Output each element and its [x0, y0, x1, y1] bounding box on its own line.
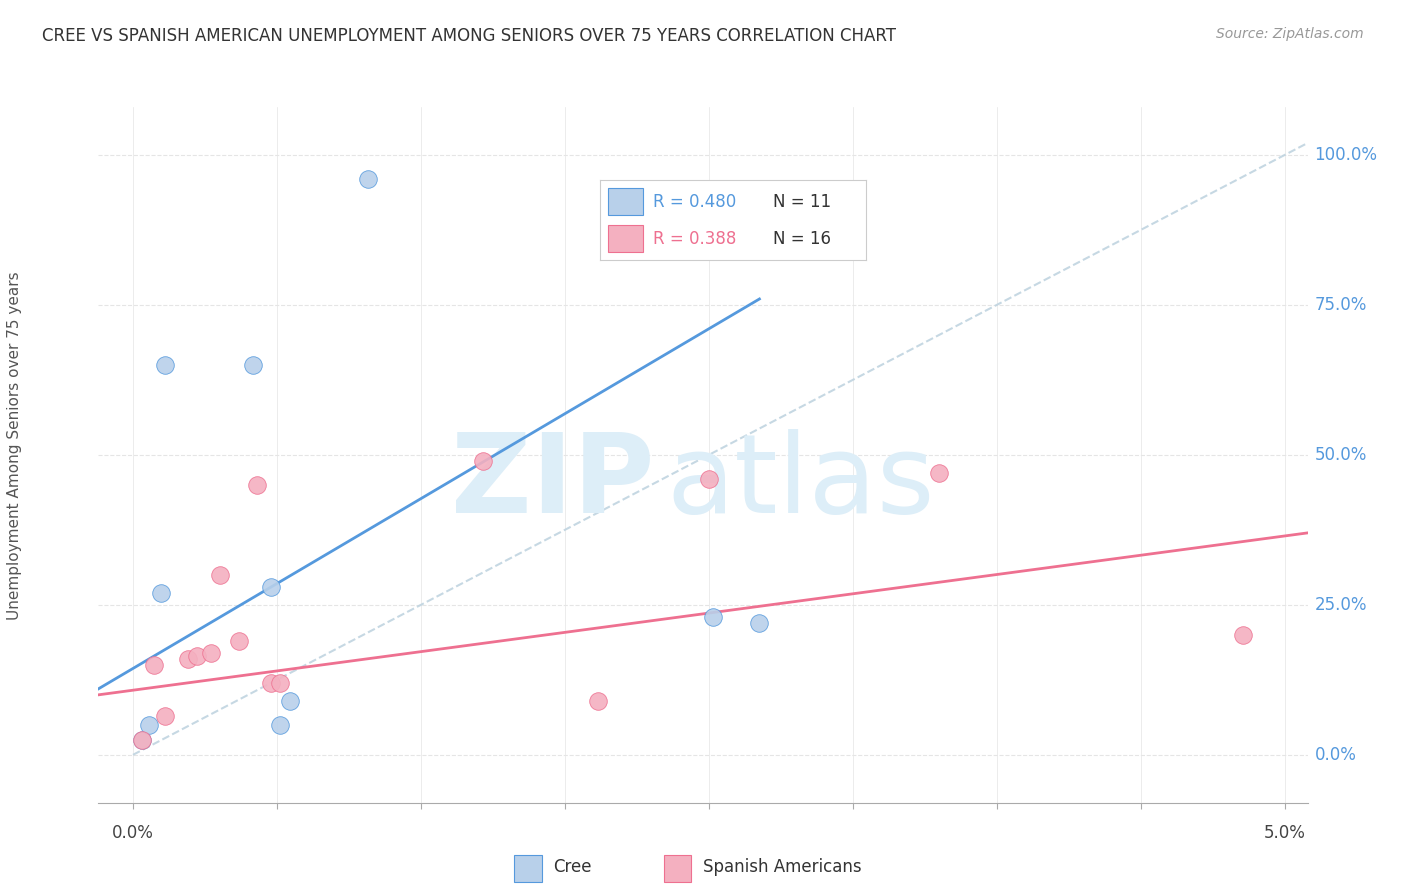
Point	[357, 172, 380, 186]
Point	[228, 633, 250, 648]
Point	[269, 676, 291, 690]
Point	[748, 615, 770, 630]
Point	[142, 657, 165, 672]
Point	[138, 718, 160, 732]
Point	[155, 358, 177, 372]
Bar	[609, 188, 643, 215]
Point	[928, 466, 950, 480]
Point	[131, 732, 153, 747]
Text: 0.0%: 0.0%	[112, 824, 153, 842]
Text: 0.0%: 0.0%	[1315, 746, 1357, 764]
Text: 75.0%: 75.0%	[1315, 296, 1367, 314]
Text: N = 11: N = 11	[773, 193, 831, 211]
Text: ZIP: ZIP	[451, 429, 655, 536]
Bar	[609, 225, 643, 252]
Text: 5.0%: 5.0%	[1264, 824, 1306, 842]
Bar	[664, 855, 692, 881]
Text: R = 0.388: R = 0.388	[654, 229, 737, 247]
Point	[1232, 628, 1254, 642]
Point	[586, 694, 609, 708]
Point	[702, 610, 724, 624]
Point	[260, 580, 283, 594]
Text: atlas: atlas	[666, 429, 935, 536]
Text: N = 16: N = 16	[773, 229, 831, 247]
Point	[200, 646, 222, 660]
Text: 100.0%: 100.0%	[1315, 146, 1378, 164]
Point	[246, 478, 269, 492]
Point	[186, 648, 208, 663]
Text: Cree: Cree	[554, 858, 592, 877]
Point	[697, 472, 720, 486]
Text: Source: ZipAtlas.com: Source: ZipAtlas.com	[1216, 27, 1364, 41]
Point	[155, 708, 177, 723]
Point	[472, 454, 495, 468]
Text: 50.0%: 50.0%	[1315, 446, 1367, 464]
Point	[260, 676, 283, 690]
Point	[242, 358, 264, 372]
Point	[177, 652, 200, 666]
Text: Unemployment Among Seniors over 75 years: Unemployment Among Seniors over 75 years	[7, 272, 21, 620]
Point	[131, 732, 153, 747]
Point	[269, 718, 291, 732]
Point	[278, 694, 301, 708]
Bar	[515, 855, 541, 881]
Text: R = 0.480: R = 0.480	[654, 193, 737, 211]
Text: Spanish Americans: Spanish Americans	[703, 858, 862, 877]
Point	[149, 586, 172, 600]
Text: CREE VS SPANISH AMERICAN UNEMPLOYMENT AMONG SENIORS OVER 75 YEARS CORRELATION CH: CREE VS SPANISH AMERICAN UNEMPLOYMENT AM…	[42, 27, 896, 45]
Text: 25.0%: 25.0%	[1315, 596, 1367, 614]
Point	[209, 567, 232, 582]
